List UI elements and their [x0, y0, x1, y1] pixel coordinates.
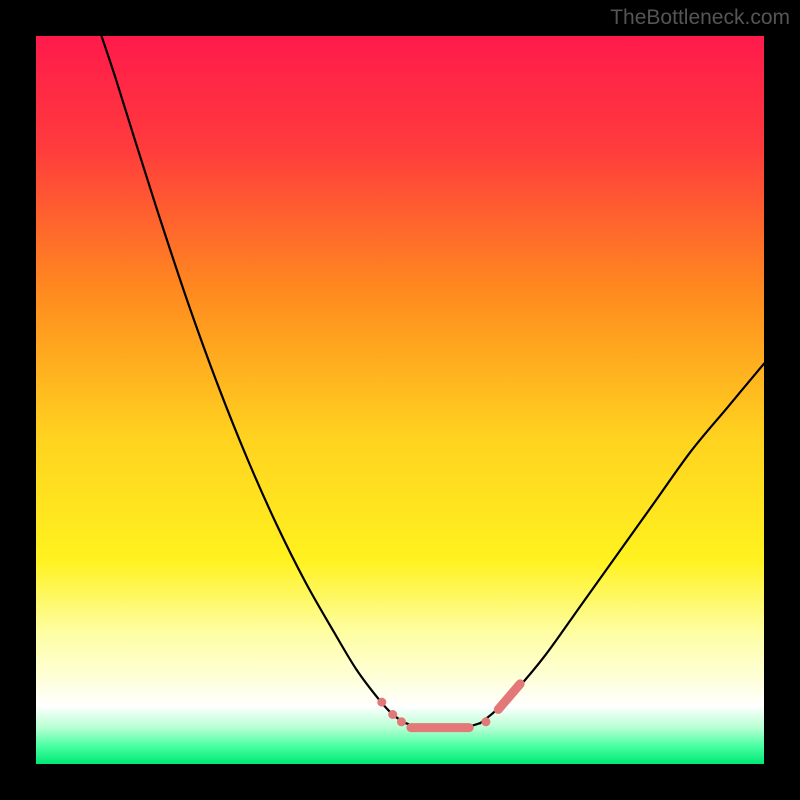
plot-area: [36, 36, 764, 764]
watermark-text: TheBottleneck.com: [610, 6, 790, 30]
marker-dot: [377, 698, 386, 707]
marker-dot: [397, 717, 406, 726]
chart-svg-layer: [36, 36, 764, 764]
chart-stage: TheBottleneck.com: [0, 0, 800, 800]
curve-left: [102, 36, 406, 723]
curve-right: [480, 364, 764, 724]
marker-dot: [481, 717, 490, 726]
marker-dot: [388, 710, 397, 719]
marker-capsule: [498, 684, 520, 709]
